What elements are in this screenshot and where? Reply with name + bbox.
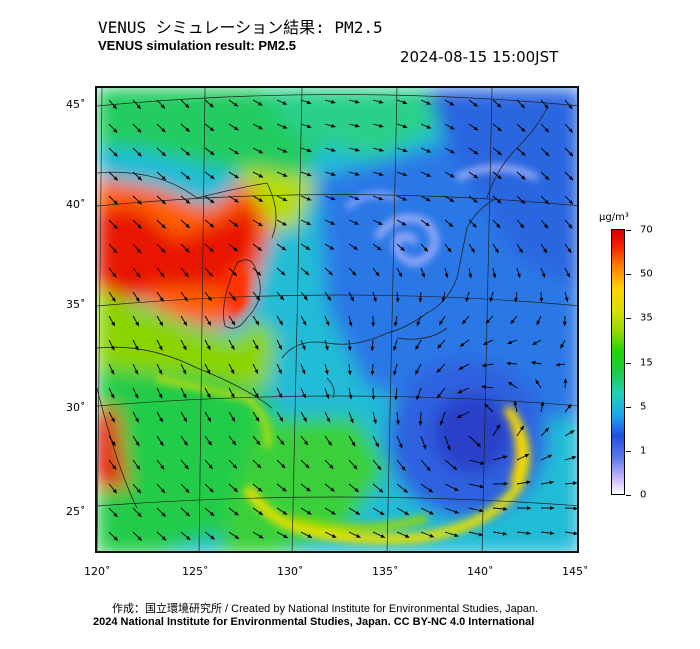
- colorbar-tick-label: 50: [640, 268, 653, 280]
- colorbar-tick: [626, 274, 631, 276]
- lon-label-125: 125˚: [182, 565, 209, 578]
- lon-label-130: 130˚: [277, 565, 304, 578]
- colorbar-tick-label: 5: [640, 401, 647, 413]
- title-english: VENUS simulation result: PM2.5: [98, 38, 296, 53]
- colorbar-tick: [626, 318, 631, 320]
- concentration-field: [97, 88, 577, 551]
- colorbar-tick: [626, 450, 631, 452]
- lat-label-25: 25˚: [66, 505, 86, 518]
- lat-label-35: 35˚: [66, 298, 86, 311]
- colorbar-tick-label: 70: [640, 224, 653, 236]
- lon-label-120: 120˚: [84, 565, 111, 578]
- graticule: [97, 88, 577, 551]
- pm25-map: [95, 86, 579, 553]
- colorbar: [611, 229, 625, 495]
- map-canvas: [97, 88, 577, 551]
- timestamp: 2024-08-15 15:00JST: [400, 48, 559, 66]
- colorbar-tick-label: 0: [640, 489, 647, 501]
- detail-layer: [156, 165, 539, 545]
- lon-label-135: 135˚: [372, 565, 399, 578]
- credit-line: 作成：国立環境研究所 / Created by National Institu…: [112, 603, 539, 615]
- lon-label-145: 145˚: [562, 565, 589, 578]
- colorbar-tick-label: 35: [640, 312, 653, 324]
- colorbar-tick-label: 15: [640, 357, 653, 368]
- colorbar-tick: [626, 230, 631, 231]
- license-line: 2024 National Institute for Environmenta…: [93, 616, 535, 628]
- colorbar-tick: [626, 406, 631, 408]
- colorbar-tick-label: 1: [640, 445, 647, 457]
- lat-label-40: 40˚: [66, 198, 86, 211]
- coastlines: [97, 107, 548, 509]
- lat-label-45: 45˚: [66, 98, 86, 111]
- title-japanese: VENUS シミュレーション結果: PM2.5: [98, 18, 383, 37]
- lon-label-140: 140˚: [467, 565, 494, 578]
- colorbar-tick: [626, 362, 631, 364]
- colorbar-unit: μg/m³: [599, 212, 629, 223]
- lat-label-30: 30˚: [66, 401, 86, 414]
- wind-vectors: [108, 99, 577, 541]
- colorbar-tick: [626, 495, 631, 496]
